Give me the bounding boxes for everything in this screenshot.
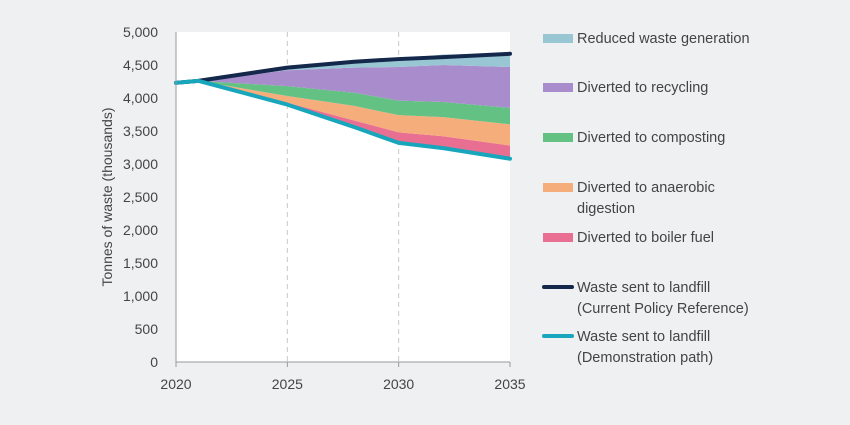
legend-label: Diverted to anaerobic: [577, 180, 715, 196]
legend-label: Waste sent to landfill: [577, 329, 710, 345]
legend-item: Waste sent to landfill (Demonstration pat…: [542, 329, 713, 366]
legend-swatch: [543, 34, 573, 43]
x-tick-label: 2030: [383, 376, 414, 392]
y-tick-label: 1,500: [123, 255, 158, 271]
stacked-areas: [176, 53, 510, 159]
x-tick-label: 2020: [160, 376, 191, 392]
area-reduced-waste-generation: [176, 53, 510, 83]
legend-label: (Current Policy Reference): [577, 301, 749, 317]
area-diverted-to-boiler-fuel: [176, 80, 510, 159]
legend-swatch: [543, 133, 573, 142]
area-diverted-to-composting: [176, 80, 510, 125]
legend-label: Diverted to boiler fuel: [577, 230, 714, 246]
x-tick-label: 2025: [272, 376, 303, 392]
y-tick-label: 500: [135, 321, 159, 337]
legend-item: Diverted to boiler fuel: [543, 230, 714, 246]
y-tick-label: 2,500: [123, 189, 158, 205]
series-lines: [174, 51, 512, 161]
legend-swatch: [543, 183, 573, 192]
legend-label: Diverted to composting: [577, 130, 725, 146]
y-tick-label: 0: [150, 354, 158, 370]
legend-swatch: [543, 233, 573, 242]
legend-swatch: [543, 83, 573, 92]
axes: 0 500 1,000 1,500 2,000 2,500 3,000 3,500 4,000 4…: [123, 24, 526, 392]
legend-item: Waste sent to landfill (Current Policy Re…: [542, 280, 749, 317]
y-tick-label: 4,000: [123, 90, 158, 106]
x-tick-label: 2035: [494, 376, 525, 392]
y-tick-label: 4,500: [123, 57, 158, 73]
y-tick-label: 1,000: [123, 288, 158, 304]
legend-item: Diverted to anaerobic digestion: [543, 180, 715, 217]
legend-item: Diverted to composting: [543, 130, 725, 146]
legend-item: Diverted to recycling: [543, 80, 708, 96]
legend: Reduced waste generation Diverted to recy…: [542, 31, 750, 366]
y-tick-label: 5,000: [123, 24, 158, 40]
line-series-2: [174, 78, 512, 161]
legend-item: Reduced waste generation: [543, 31, 750, 47]
legend-label: Diverted to recycling: [577, 80, 708, 96]
legend-label: digestion: [577, 201, 635, 217]
y-tick-label: 2,000: [123, 222, 158, 238]
y-tick-label: 3,000: [123, 156, 158, 172]
y-tick-label: 3,500: [123, 123, 158, 139]
legend-label: Waste sent to landfill: [577, 280, 710, 296]
area-diverted-to-recycling: [176, 65, 510, 108]
area-diverted-to-anaerobic-digestion: [176, 80, 510, 146]
legend-label: (Demonstration path): [577, 350, 713, 366]
legend-label: Reduced waste generation: [577, 31, 750, 47]
y-axis-title: Tonnes of waste (thousands): [99, 108, 115, 287]
